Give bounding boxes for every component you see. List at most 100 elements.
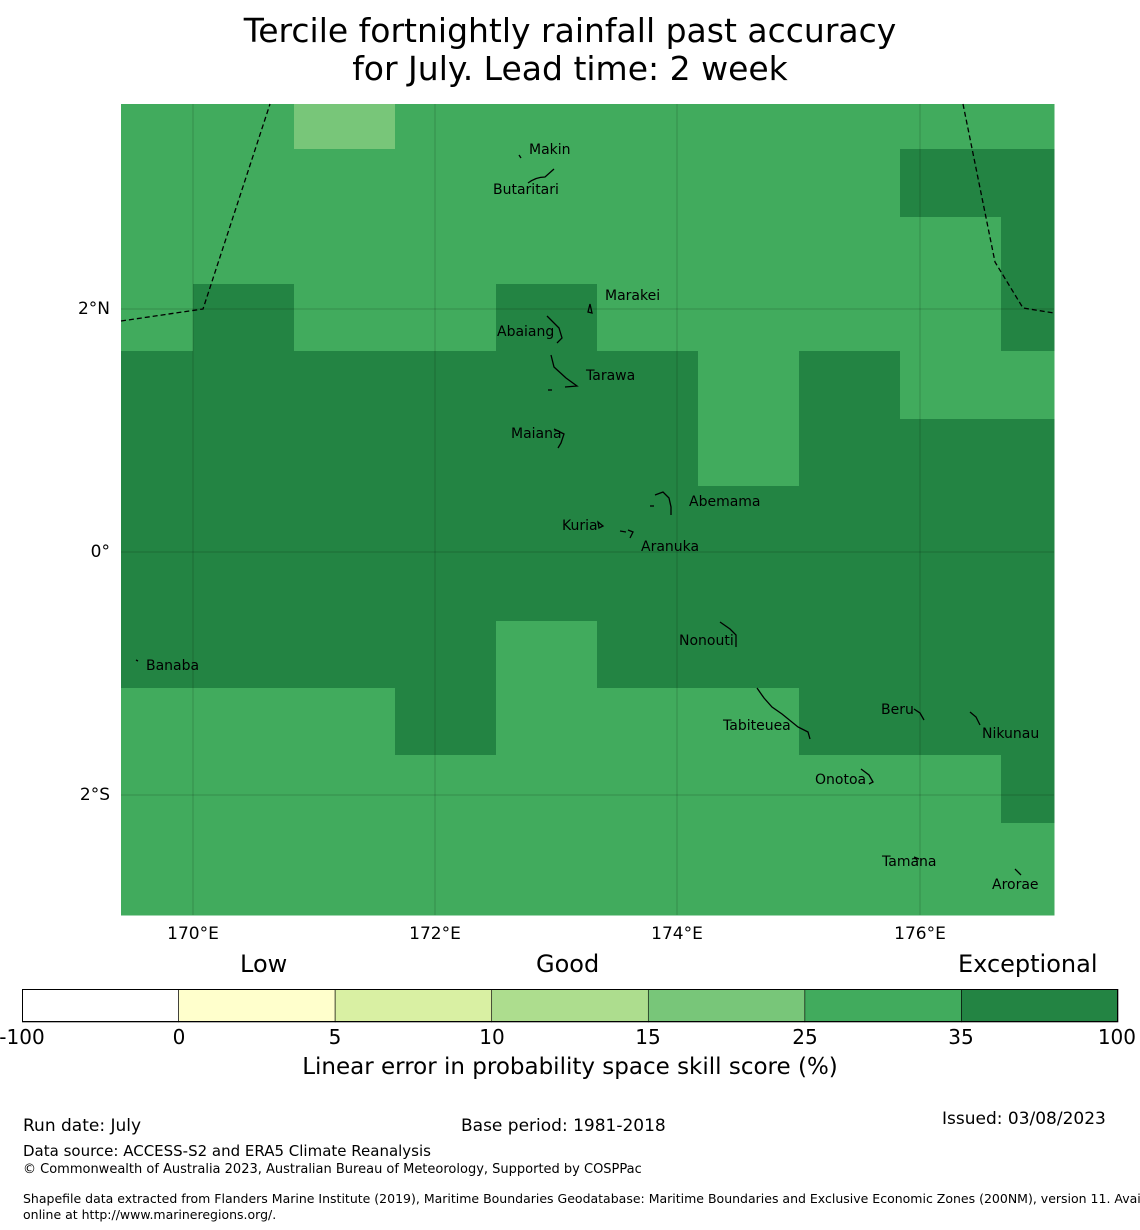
lat-tick-2s: 2°S [79,785,110,805]
eez-boundary [120,103,1055,322]
cbar-tick: 25 [792,1025,818,1049]
place-label-arorae: Arorae [992,877,1039,893]
skill-cell [121,104,194,150]
skill-cell [597,217,699,285]
skill-cell [1001,351,1055,420]
skill-cell [698,104,800,150]
skill-cell [799,217,901,285]
skill-cell [496,149,598,218]
skill-cell [799,688,901,756]
skill-cell [294,486,396,554]
skill-cell [121,553,194,622]
cbar-tick: 100 [1097,1025,1136,1049]
skill-cell [900,621,1002,689]
place-label-kuria: Kuria [562,518,598,534]
skill-cell [496,823,598,916]
skill-cell [1001,621,1055,689]
skill-cell [698,688,800,756]
skill-cell [698,486,800,554]
skill-cell [900,688,1002,756]
skill-cell [395,621,497,689]
skill-cell [597,419,699,487]
skill-cell [1001,419,1055,487]
skill-cell [395,823,497,916]
skill-cell [121,351,194,420]
skill-cell [1001,104,1055,150]
skill-cell [597,284,699,352]
run-date: Run date: July [23,1116,142,1136]
skill-cell [294,621,396,689]
skill-cell [193,486,295,554]
skill-cell [395,284,497,352]
lat-tick-0: 0° [90,542,110,562]
colorbar [22,989,1119,1023]
skill-cell [799,351,901,420]
skill-cell [597,351,699,420]
graticule [121,104,1054,915]
copyright: © Commonwealth of Australia 2023, Austra… [23,1162,642,1177]
skill-cell [698,621,800,689]
skill-cell [1001,823,1055,916]
skill-cell [121,688,194,756]
skill-cell [294,553,396,622]
skill-cell [121,149,194,218]
place-label-tarawa: Tarawa [585,368,635,384]
skill-cell [799,149,901,218]
place-label-butaritari: Butaritari [493,182,559,198]
skill-cell [121,621,194,689]
colorbar-segment [804,989,962,1023]
lon-tick-174e: 174°E [651,924,703,944]
skill-cell [1001,688,1055,756]
place-label-makin: Makin [529,142,571,158]
place-label-nikunau: Nikunau [982,726,1039,742]
colorbar-segment [334,989,493,1023]
skill-cell [193,149,295,218]
chart-title-line2: for July. Lead time: 2 week [352,49,788,88]
skill-cell [597,486,699,554]
base-period: Base period: 1981-2018 [461,1116,666,1136]
skill-cell [193,284,295,352]
skill-cell [496,284,598,352]
skill-cell [294,823,396,916]
skill-cell [294,351,396,420]
colorbar-label: Linear error in probability space skill … [302,1054,838,1080]
skill-cell [900,284,1002,352]
skill-cell [395,149,497,218]
skill-cell [121,823,194,916]
skill-cell [121,284,194,352]
skill-cell [900,553,1002,622]
place-label-abemama: Abemama [689,494,761,510]
place-label-tamana: Tamana [881,854,936,870]
category-low: Low [240,950,288,978]
skill-cell [1001,284,1055,352]
skill-cell [294,217,396,285]
lon-tick-172e: 172°E [409,924,461,944]
place-label-onotoa: Onotoa [815,772,866,788]
colorbar-segment [647,989,806,1023]
skill-cell [395,217,497,285]
skill-cell [799,486,901,554]
skill-cell [900,486,1002,554]
skill-cell [597,149,699,218]
lat-tick-2n: 2°N [77,299,110,319]
place-label-aranuka: Aranuka [641,539,699,555]
category-good: Good [536,950,600,978]
skill-cell [698,755,800,824]
skill-cell [496,351,598,420]
place-label-banaba: Banaba [146,658,199,674]
skill-cell [193,823,295,916]
skill-cell [1001,217,1055,285]
skill-cell [597,553,699,622]
skill-cell [294,419,396,487]
skill-cell [698,553,800,622]
skill-cell [799,284,901,352]
skill-cell [121,755,194,824]
issued-date: Issued: 03/08/2023 [942,1109,1106,1129]
skill-cell [496,486,598,554]
skill-cell [395,688,497,756]
skill-cell [900,755,1002,824]
skill-cell [496,419,598,487]
skill-cell [294,688,396,756]
skill-cell [193,688,295,756]
skill-cell [900,149,1002,218]
